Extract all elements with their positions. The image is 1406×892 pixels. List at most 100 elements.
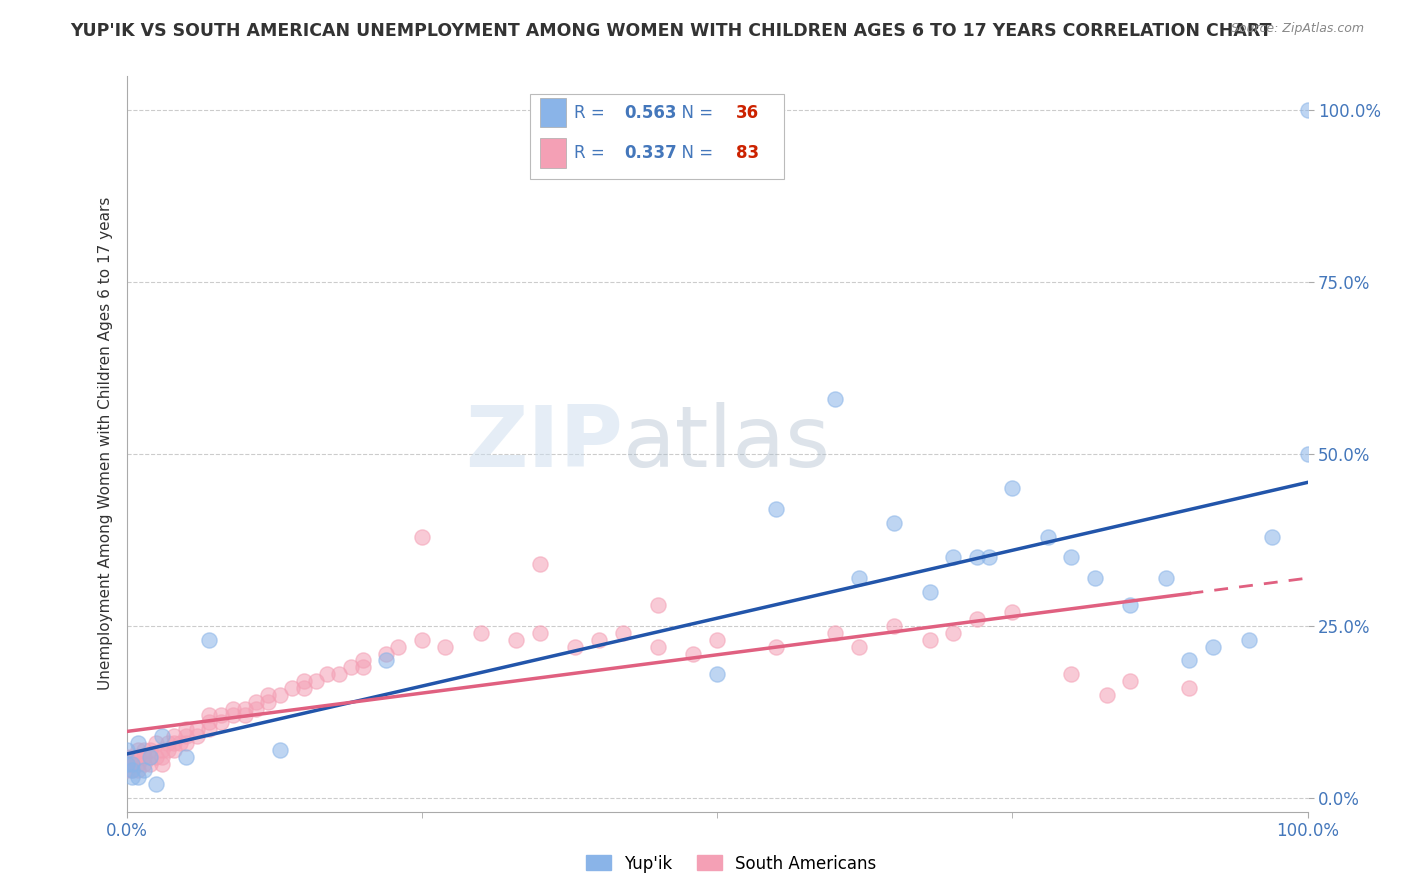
Point [115,749,138,764]
Text: N =: N = [671,103,718,121]
Point [1178,681,1201,695]
Point [824,392,846,406]
Point [647,640,669,654]
Point [824,626,846,640]
Point [150,743,173,757]
Point [765,502,787,516]
Point [1060,550,1083,565]
Point [1084,571,1107,585]
Point [222,708,245,723]
Point [1296,447,1319,461]
Point [174,749,197,764]
Point [121,764,143,778]
Point [145,749,167,764]
Point [918,632,941,647]
Point [139,749,162,764]
Text: 83: 83 [735,145,759,162]
Point [328,667,350,681]
Point [139,756,162,771]
Text: N =: N = [671,145,718,162]
Point [375,653,398,667]
Text: ZIP: ZIP [465,402,623,485]
Point [1237,632,1260,647]
Text: R =: R = [574,103,610,121]
Point [977,550,1000,565]
Point [292,674,315,689]
Point [588,632,610,647]
Point [145,736,167,750]
Point [121,770,143,784]
Point [1296,103,1319,118]
FancyBboxPatch shape [540,138,565,168]
Point [245,695,267,709]
Point [269,743,291,757]
Point [134,743,156,757]
Text: 36: 36 [735,103,759,121]
Text: 0.563: 0.563 [624,103,676,121]
Point [352,653,374,667]
Point [612,626,634,640]
Point [883,619,905,633]
Point [134,756,156,771]
Point [233,701,256,715]
Text: R =: R = [574,145,610,162]
Point [1202,640,1225,654]
Point [470,626,492,640]
Point [387,640,409,654]
Point [434,640,457,654]
Point [1119,674,1142,689]
Point [1001,482,1024,496]
Point [134,749,156,764]
Point [529,557,551,571]
Point [127,756,149,771]
Point [127,749,149,764]
Point [139,743,162,757]
Point [115,764,138,778]
Point [883,516,905,530]
Point [127,764,149,778]
Point [163,736,186,750]
Point [115,743,138,757]
Point [706,667,728,681]
Point [139,749,162,764]
Text: 0.337: 0.337 [624,145,676,162]
Point [198,722,221,736]
Point [222,701,245,715]
Point [292,681,315,695]
Point [121,756,143,771]
Point [375,647,398,661]
Point [174,729,197,743]
Point [121,749,143,764]
FancyBboxPatch shape [530,95,785,178]
Point [269,688,291,702]
Point [942,550,965,565]
Point [198,632,221,647]
Point [186,729,208,743]
Point [115,756,138,771]
Point [1036,530,1059,544]
Point [198,708,221,723]
Point [198,715,221,730]
Text: Source: ZipAtlas.com: Source: ZipAtlas.com [1230,22,1364,36]
Point [1261,530,1284,544]
Point [163,729,186,743]
Point [281,681,304,695]
Point [352,660,374,674]
Point [134,764,156,778]
Point [505,632,527,647]
Point [127,736,149,750]
Point [127,770,149,784]
Point [966,550,988,565]
Point [150,729,173,743]
Point [257,695,280,709]
Point [169,736,191,750]
Point [647,599,669,613]
Point [1119,599,1142,613]
Legend: Yup'ik, South Americans: Yup'ik, South Americans [579,848,883,880]
FancyBboxPatch shape [540,98,565,128]
Point [316,667,339,681]
Point [257,688,280,702]
Point [848,571,870,585]
Point [209,715,232,730]
Point [564,640,586,654]
